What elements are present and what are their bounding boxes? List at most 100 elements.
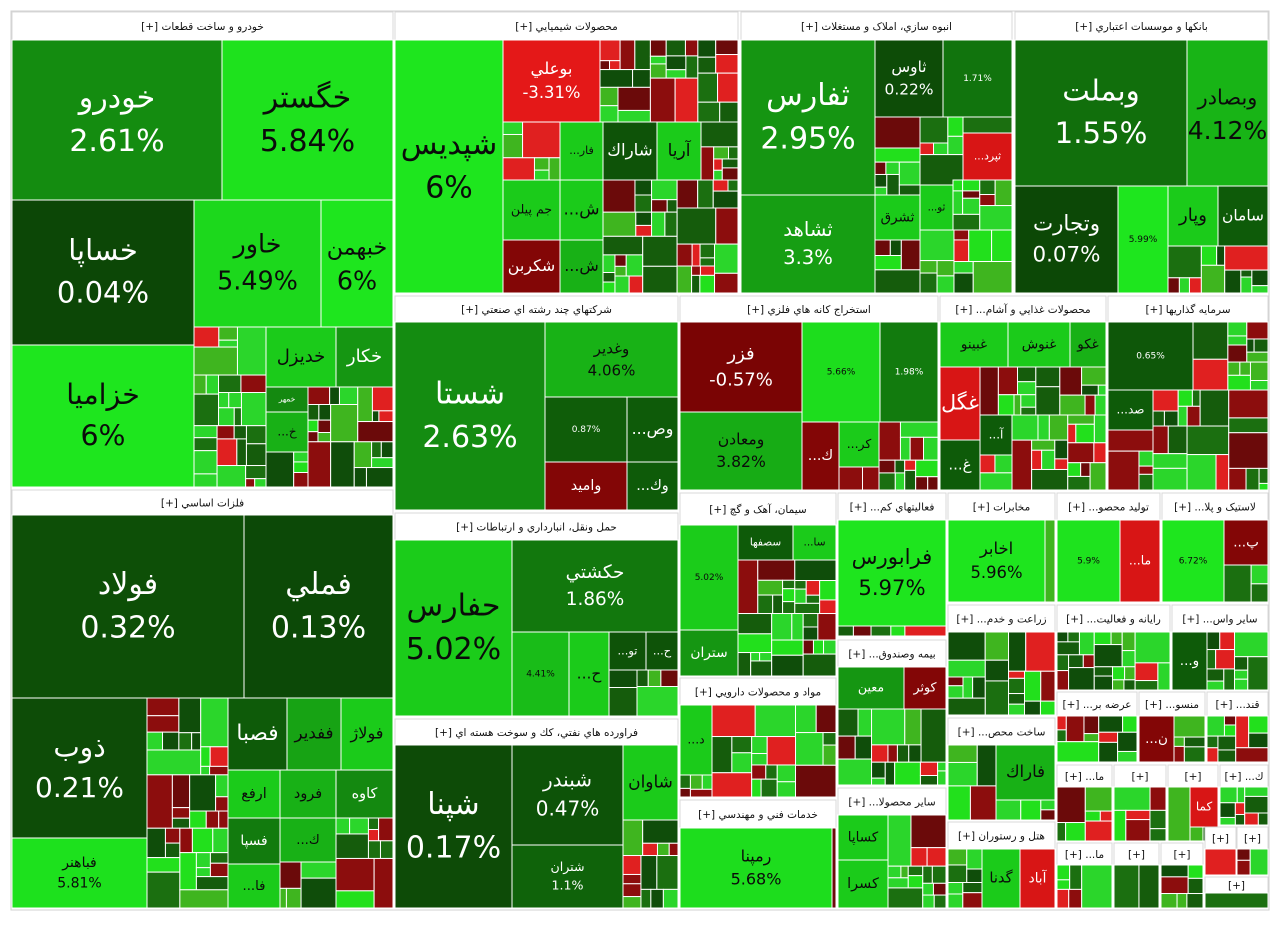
tile[interactable] (394, 321, 546, 511)
group-title[interactable]: خودرو و ساخت قطعات [+] (141, 21, 264, 33)
group-title[interactable]: عرضه بر... [+] (1063, 699, 1132, 711)
tile[interactable] (679, 411, 803, 491)
tile[interactable] (801, 421, 840, 491)
tile[interactable] (1107, 389, 1154, 431)
group-title[interactable]: مواد و محصولات دارويي [+] (695, 687, 821, 699)
group-title[interactable]: توليد محصو... [+] (1068, 502, 1149, 514)
tile[interactable] (679, 524, 739, 631)
tile[interactable] (622, 744, 679, 821)
tile[interactable] (394, 539, 513, 717)
tile[interactable] (1069, 321, 1107, 368)
tile[interactable] (1007, 321, 1071, 368)
group-title[interactable]: زراعت و خدم... [+] (956, 614, 1046, 626)
tile[interactable] (1217, 185, 1269, 247)
group-title[interactable]: حمل ونقل، انبارداري و ارتباطات [+] (456, 522, 617, 534)
tile[interactable] (740, 194, 876, 294)
group-title[interactable]: سيمان، آهک و گچ [+] (709, 503, 806, 516)
tile[interactable] (1171, 631, 1208, 691)
tile[interactable] (511, 744, 624, 846)
tile[interactable] (511, 844, 624, 909)
tile[interactable] (626, 396, 679, 463)
group-title[interactable]: محصولات شيميايي [+] (515, 21, 618, 33)
tile[interactable] (874, 39, 944, 118)
tile[interactable] (394, 744, 513, 909)
tile[interactable] (981, 848, 1021, 909)
group-title[interactable]: [+] (1132, 771, 1149, 783)
tile[interactable] (919, 184, 954, 231)
tile[interactable] (193, 199, 322, 328)
tile[interactable] (837, 859, 889, 909)
tile[interactable] (511, 539, 679, 633)
tile[interactable] (265, 326, 337, 388)
tile[interactable] (837, 519, 947, 627)
tile[interactable] (645, 631, 679, 671)
tile[interactable] (394, 39, 504, 294)
tile[interactable] (939, 321, 1009, 368)
tile[interactable] (679, 704, 713, 776)
group-title[interactable]: [+] (1244, 833, 1261, 845)
tile[interactable] (740, 39, 876, 196)
tile[interactable] (995, 744, 1056, 801)
tile[interactable] (502, 239, 561, 294)
group-title[interactable]: قند... [+] (1215, 699, 1259, 711)
tile[interactable] (11, 39, 223, 201)
tile[interactable] (1223, 519, 1269, 566)
tile[interactable] (792, 524, 837, 561)
tile[interactable] (11, 199, 195, 346)
group-title[interactable]: لاستيک و پلا... [+] (1174, 502, 1256, 514)
tile[interactable] (1119, 519, 1161, 603)
tile[interactable] (559, 121, 604, 181)
tile[interactable] (1014, 39, 1188, 187)
group-title[interactable]: فلزات اساسي [+] (161, 498, 244, 510)
tile[interactable] (942, 39, 1013, 118)
tile[interactable] (502, 39, 601, 123)
tile[interactable] (279, 769, 337, 819)
group-title[interactable]: سرمايه گذاريها [+] (1145, 303, 1230, 316)
group-title[interactable]: خدمات فني و مهندسي [+] (698, 809, 818, 821)
tile[interactable] (544, 321, 679, 398)
group-title[interactable]: هتل و رستوران [+] (958, 831, 1045, 843)
tile[interactable] (939, 366, 981, 441)
tile[interactable] (656, 121, 702, 181)
tile[interactable] (1189, 786, 1219, 828)
group-title[interactable]: ساير محصولا... [+] (848, 797, 935, 809)
tile[interactable] (243, 514, 394, 699)
tile[interactable] (502, 179, 561, 241)
tile[interactable] (559, 239, 604, 294)
group-title[interactable]: فعاليتهاي کم... [+] (850, 502, 935, 514)
tile[interactable] (679, 827, 833, 909)
tile[interactable] (544, 461, 628, 511)
tile[interactable] (559, 179, 604, 241)
tile[interactable] (11, 697, 148, 839)
group-title[interactable]: استخراج كانه هاي فلزي [+] (747, 304, 871, 316)
tile[interactable] (11, 344, 195, 488)
group-title[interactable]: منسو... [+] (1145, 699, 1199, 711)
tile[interactable] (1161, 519, 1225, 603)
group-title[interactable]: ساير واس... [+] (1182, 614, 1257, 626)
tile[interactable] (227, 697, 288, 771)
tile[interactable] (1138, 715, 1175, 763)
group-title[interactable]: [+] (1174, 849, 1191, 861)
tile[interactable] (340, 697, 394, 771)
tile[interactable] (939, 439, 981, 491)
tile[interactable] (265, 411, 309, 453)
tile[interactable] (947, 519, 1046, 603)
tile[interactable] (679, 321, 803, 413)
group-title[interactable]: بيمه وصندوق... [+] (848, 649, 935, 661)
tile[interactable] (879, 321, 939, 423)
group-title[interactable]: ساخت محص... [+] (958, 727, 1046, 739)
tile[interactable] (1107, 321, 1194, 391)
tile[interactable] (511, 631, 570, 717)
tile[interactable] (335, 769, 394, 819)
group-title[interactable]: شركتهاي چند رشته اي صنعتي [+] (461, 304, 612, 316)
group-title[interactable]: [+] (1185, 771, 1202, 783)
tile[interactable] (568, 631, 610, 717)
group-title[interactable]: ك... [+] (1225, 771, 1264, 783)
tile[interactable] (227, 863, 281, 909)
tile[interactable] (626, 461, 679, 511)
tile[interactable] (320, 199, 394, 328)
tile[interactable] (679, 629, 739, 677)
group-title[interactable]: ما... [+] (1065, 771, 1104, 783)
group-title[interactable]: مخابرات [+] (973, 502, 1030, 514)
tile[interactable] (1019, 848, 1056, 909)
